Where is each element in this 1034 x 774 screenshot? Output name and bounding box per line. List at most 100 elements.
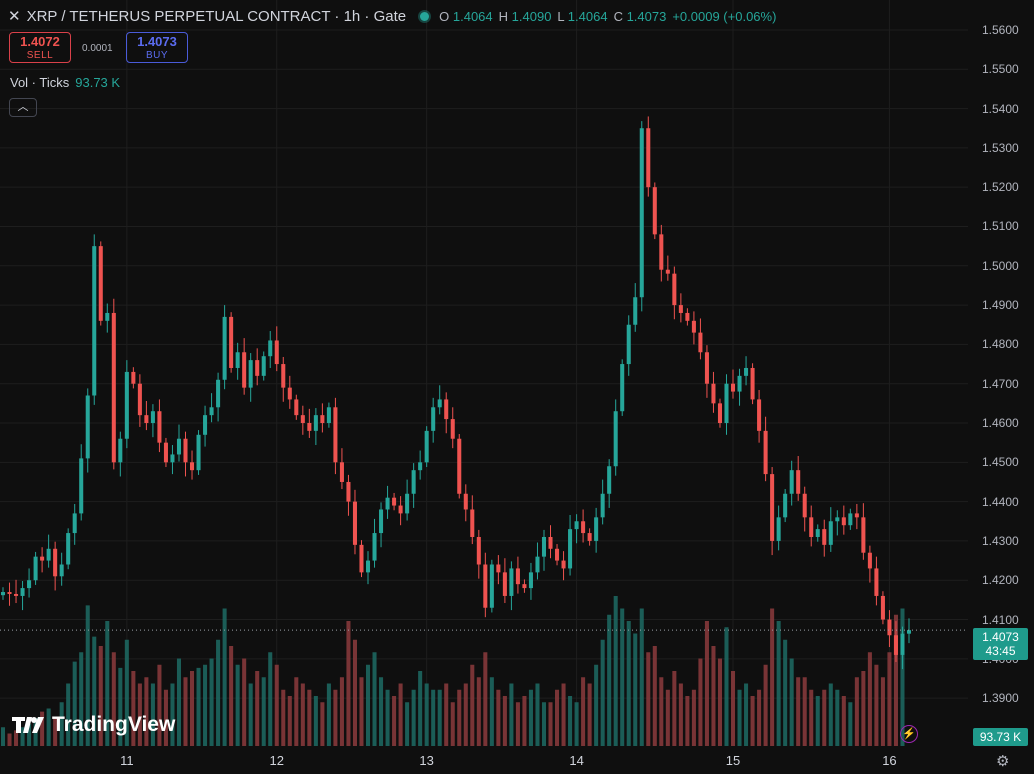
buy-label: BUY: [145, 50, 169, 61]
volume-bar: [352, 639, 357, 746]
candle: [730, 369, 736, 399]
candle: [307, 408, 312, 438]
volume-bar: [261, 677, 266, 746]
volume-bar: [502, 696, 507, 746]
candle: [216, 372, 221, 422]
volume-bar: [72, 661, 77, 746]
sell-button[interactable]: 1.4072 SELL: [9, 32, 71, 63]
candle: [20, 581, 25, 611]
candle: [255, 348, 260, 386]
candle: [170, 445, 175, 475]
buy-button[interactable]: 1.4073 BUY: [126, 32, 188, 63]
candle: [0, 587, 6, 600]
candle: [157, 399, 162, 453]
candle: [691, 311, 696, 345]
volume-bar: [711, 646, 716, 746]
volume-bar: [561, 683, 566, 746]
volume-bar: [111, 652, 116, 746]
volume-bar: [300, 683, 305, 746]
candle: [131, 367, 136, 389]
candle: [352, 489, 357, 555]
ohlc-values: O 1.4064 H 1.4090 L 1.4064 C 1.4073: [439, 8, 667, 24]
candle: [392, 492, 397, 511]
gear-icon[interactable]: ⚙: [996, 753, 1010, 770]
spread-value: 0.0001: [82, 43, 113, 54]
volume-bar: [476, 677, 481, 746]
candle: [463, 484, 468, 522]
volume-bar: [594, 664, 599, 746]
logo-text: TradingView: [52, 713, 176, 736]
candle: [229, 312, 234, 373]
candle: [72, 503, 77, 545]
tradingview-logo[interactable]: TradingView: [12, 713, 175, 737]
volume-bar: [659, 677, 664, 746]
candle: [144, 400, 149, 431]
volume-bar: [887, 652, 892, 746]
volume-bar: [678, 683, 683, 746]
volume-bar: [757, 689, 762, 746]
close-icon[interactable]: ✕: [8, 8, 21, 25]
volume-bar: [118, 667, 123, 746]
y-tick-label: 1.5200: [982, 180, 1019, 195]
candle: [809, 505, 814, 547]
candle: [203, 405, 208, 447]
volume-bar: [385, 689, 390, 746]
candle: [483, 552, 488, 618]
volume-bar: [796, 677, 801, 746]
candle: [111, 298, 116, 470]
volume-bar: [626, 621, 631, 746]
x-tick-label: 12: [269, 753, 284, 768]
chart-header: ✕ XRP / TETHERUS PERPETUAL CONTRACT · 1h…: [8, 6, 776, 26]
candle: [535, 542, 540, 580]
chart-grid: [0, 0, 968, 746]
volume-bar: [685, 696, 690, 746]
candle: [431, 397, 436, 443]
candle: [365, 551, 371, 585]
volume-bar: [880, 677, 885, 746]
buy-price: 1.4073: [137, 34, 177, 49]
volume-bar: [607, 614, 612, 746]
volume-bar: [79, 652, 84, 746]
volume-bar: [835, 689, 840, 746]
candle: [854, 503, 859, 530]
volume-bar: [203, 664, 208, 746]
candle: [287, 375, 292, 409]
candle: [320, 403, 325, 433]
volume-bar: [776, 621, 781, 746]
candle: [900, 626, 905, 670]
candle: [118, 431, 123, 477]
volume-bar: [574, 702, 579, 746]
volume-bar: [137, 683, 142, 746]
volume-bar: [150, 683, 155, 746]
candle: [359, 540, 364, 578]
lightning-icon[interactable]: ⚡: [900, 725, 918, 743]
volume-bar: [783, 639, 788, 746]
volume-bar: [59, 702, 64, 746]
y-tick-label: 1.4300: [982, 533, 1019, 548]
volume-bar: [763, 664, 768, 746]
volume-bar: [828, 683, 833, 746]
volume-bar: [313, 696, 318, 746]
candle: [235, 342, 240, 380]
volume-bar: [392, 696, 397, 746]
candle: [274, 326, 279, 372]
candle: [66, 528, 71, 570]
collapse-legend-button[interactable]: ︿: [9, 98, 37, 117]
candle: [7, 582, 12, 606]
candle: [105, 303, 110, 333]
candle: [548, 525, 553, 559]
volume-legend[interactable]: Vol · Ticks 93.73 K: [10, 75, 120, 90]
sell-label: SELL: [26, 50, 54, 61]
candle: [437, 385, 442, 415]
volume-bar: [457, 689, 462, 746]
candle: [737, 368, 742, 406]
volume-bar: [46, 708, 51, 746]
volume-bar: [216, 639, 221, 746]
candle: [906, 618, 912, 644]
y-tick-label: 1.4400: [982, 494, 1019, 509]
x-tick-label: 16: [882, 753, 897, 768]
candle: [46, 534, 51, 568]
candle: [848, 508, 853, 530]
symbol-title[interactable]: XRP / TETHERUS PERPETUAL CONTRACT · 1h ·…: [26, 7, 407, 25]
